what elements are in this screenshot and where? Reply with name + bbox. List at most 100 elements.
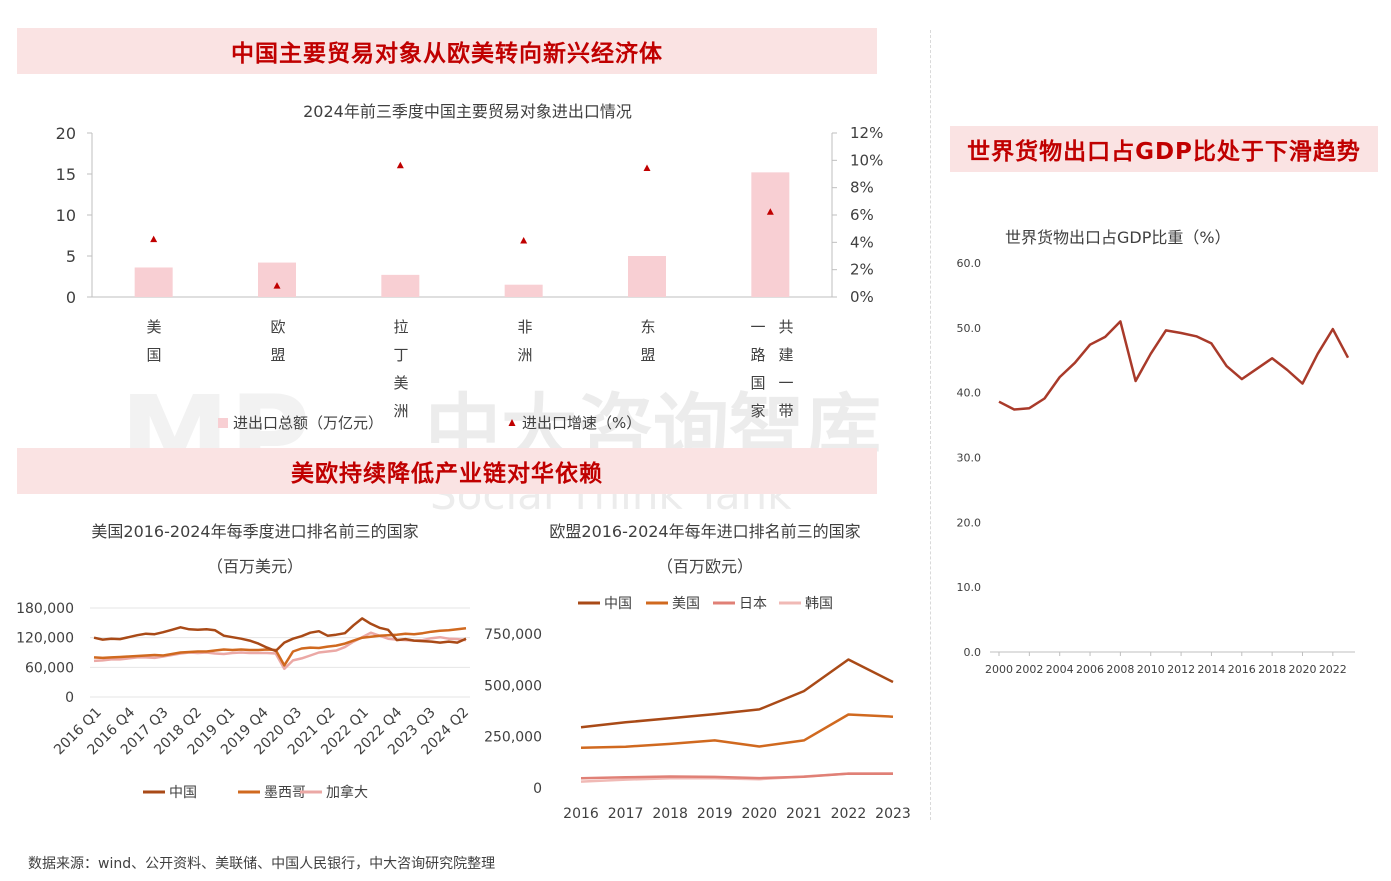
us-legend-label: 中国 (169, 785, 197, 801)
eu-x-tick: 2016 (563, 806, 599, 822)
trade-y-tick-left: 5 (66, 247, 76, 266)
trade-category-label: 一 (750, 318, 765, 336)
trade-category-label: 带 (778, 402, 793, 420)
trade-y-tick-right: 6% (850, 206, 874, 224)
eu-y-tick: 250,000 (484, 730, 542, 746)
world-x-tick: 2012 (1167, 663, 1195, 676)
trade-category-label: 美 (393, 374, 408, 392)
trade-category-label: 共 (778, 318, 793, 336)
trade-y-tick-left: 10 (56, 206, 76, 225)
world-y-tick: 20.0 (957, 516, 982, 529)
world-y-tick: 60.0 (957, 257, 982, 270)
world-y-tick: 40.0 (957, 387, 982, 400)
trade-category-label: 国 (750, 374, 765, 392)
us-chart-subtitle: （百万美元） (206, 557, 303, 576)
world-x-tick: 2002 (1015, 663, 1043, 676)
world-y-tick: 50.0 (957, 322, 982, 335)
trade-bar (504, 284, 543, 297)
trade-category-label: 非 (517, 318, 532, 336)
eu-x-tick: 2019 (697, 806, 733, 822)
trade-y-tick-right: 2% (850, 261, 874, 279)
eu-chart-subtitle: （百万欧元） (656, 557, 753, 576)
trade-marker (396, 161, 404, 169)
world-x-tick: 2004 (1046, 663, 1074, 676)
trade-category-label: 洲 (393, 402, 408, 420)
trade-y-tick-left: 0 (66, 288, 76, 307)
eu-y-tick: 750,000 (484, 627, 542, 643)
us-y-tick: 180,000 (16, 601, 74, 617)
trade-legend-bar-label: 进出口总额（万亿元） (233, 414, 383, 432)
world-x-tick: 2022 (1319, 663, 1347, 676)
trade-category-label: 东 (640, 318, 655, 336)
trade-category-label: 欧 (270, 318, 285, 336)
trade-y-tick-right: 12% (850, 124, 883, 142)
eu-legend-label: 美国 (672, 596, 700, 612)
trade-y-tick-right: 8% (850, 179, 874, 197)
world-x-tick: 2016 (1228, 663, 1256, 676)
world-x-tick: 2010 (1137, 663, 1165, 676)
us-y-tick: 120,000 (16, 631, 74, 647)
trade-bar (628, 256, 666, 297)
us-chart-title: 美国2016-2024年每季度进口排名前三的国家 (91, 522, 419, 541)
eu-y-tick: 0 (533, 781, 542, 797)
trade-category-label: 家 (750, 402, 765, 420)
trade-y-tick-right: 0% (850, 288, 874, 306)
trade-legend-marker-label: 进出口增速（%） (522, 414, 641, 432)
world-chart-title: 世界货物出口占GDP比重（%） (1005, 228, 1231, 247)
us-y-tick: 60,000 (25, 660, 74, 676)
trade-marker (643, 164, 651, 172)
trade-bar (258, 262, 296, 297)
eu-legend-label: 中国 (604, 596, 632, 612)
banner-top: 中国主要贸易对象从欧美转向新兴经济体 (17, 28, 877, 74)
source-note: 数据来源：wind、公开资料、美联储、中国人民银行，中大咨询研究院整理 (28, 856, 496, 872)
trade-chart-title: 2024年前三季度中国主要贸易对象进出口情况 (303, 102, 632, 121)
world-y-tick: 30.0 (957, 452, 982, 465)
trade-category-label: 美 (146, 318, 161, 336)
world-x-tick: 2006 (1076, 663, 1104, 676)
world-series-line (998, 320, 1350, 411)
trade-bar (381, 274, 420, 297)
divider (930, 30, 931, 820)
eu-series-line-美国 (580, 713, 894, 750)
trade-y-tick-right: 10% (850, 151, 883, 169)
us-series-line-中国 (93, 617, 467, 653)
eu-y-tick: 500,000 (484, 678, 542, 694)
trade-marker (273, 282, 281, 289)
eu-x-tick: 2023 (875, 806, 911, 822)
trade-category-label: 丁 (393, 346, 408, 364)
world-x-tick: 2018 (1258, 663, 1286, 676)
us-y-tick: 0 (65, 690, 74, 706)
world-x-tick: 2008 (1106, 663, 1134, 676)
world-x-tick: 2000 (985, 663, 1013, 676)
us-legend-label: 加拿大 (326, 784, 368, 801)
eu-legend-label: 日本 (739, 596, 767, 612)
trade-bar (134, 267, 173, 297)
banner-middle: 美欧持续降低产业链对华依赖 (17, 448, 877, 494)
world-y-tick: 0.0 (964, 646, 982, 659)
eu-series-line-中国 (580, 658, 894, 729)
trade-marker (766, 208, 774, 215)
trade-y-tick-left: 20 (56, 124, 76, 143)
world-x-tick: 2020 (1288, 663, 1316, 676)
eu-x-tick: 2022 (831, 806, 867, 822)
trade-y-tick-left: 15 (56, 165, 76, 184)
world-y-tick: 10.0 (957, 581, 982, 594)
eu-series-line-日本 (580, 772, 894, 780)
trade-category-label: 一 (778, 374, 793, 392)
eu-chart-title: 欧盟2016-2024年每年进口排名前三的国家 (549, 522, 861, 541)
trade-category-label: 盟 (640, 346, 655, 364)
trade-category-label: 拉 (393, 318, 408, 336)
eu-x-tick: 2018 (652, 806, 688, 822)
trade-bar (751, 172, 790, 297)
trade-legend-bar-swatch (218, 418, 228, 428)
trade-category-label: 洲 (517, 346, 532, 364)
trade-category-label: 路 (750, 346, 765, 364)
trade-category-label: 国 (146, 346, 161, 364)
eu-x-tick: 2017 (608, 806, 644, 822)
trade-legend-marker-swatch (508, 419, 516, 426)
trade-marker (520, 236, 528, 244)
world-x-tick: 2014 (1197, 663, 1225, 676)
trade-marker (150, 235, 158, 243)
us-legend-label: 墨西哥 (264, 785, 306, 801)
